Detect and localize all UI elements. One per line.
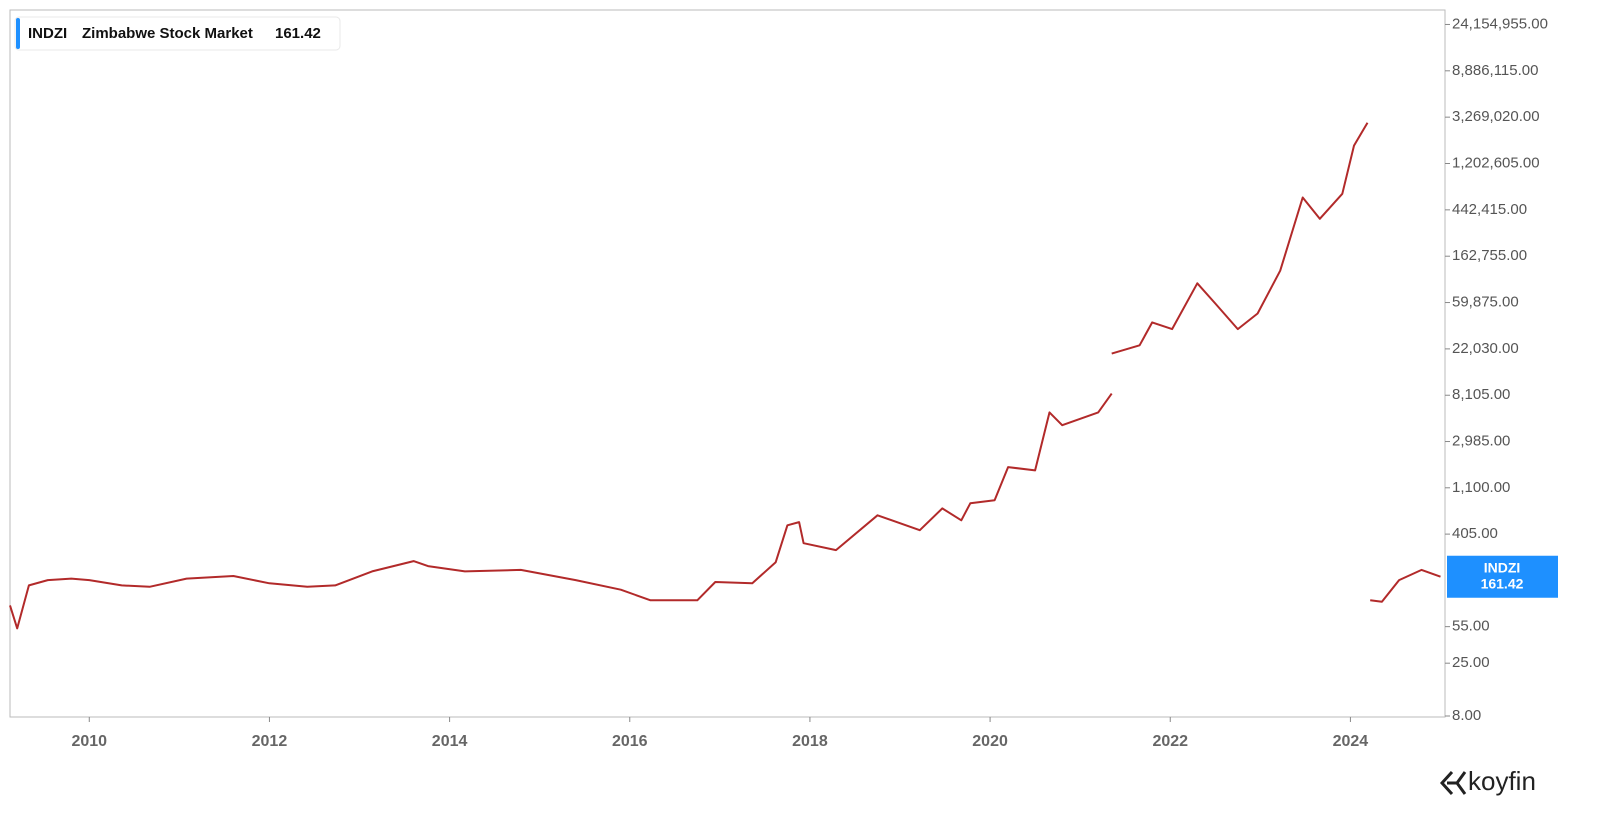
y-tick-label: 3,269,020.00	[1452, 108, 1540, 125]
y-tick-label: 24,154,955.00	[1452, 15, 1548, 32]
y-tick-label: 55.00	[1452, 618, 1490, 635]
x-tick-label: 2016	[612, 733, 648, 750]
price-line	[9, 122, 1441, 630]
axes: 8.00 25.00 55.00 405.00 1,100.00 2,985.00 8,10…	[71, 15, 1558, 750]
y-tick-label: 8.00	[1452, 707, 1481, 724]
legend-swatch	[16, 18, 20, 49]
last-value-label: 161.42	[1481, 575, 1524, 591]
y-tick-label: 405.00	[1452, 525, 1498, 542]
logo-icon	[1439, 770, 1467, 796]
y-tick-label: 22,030.00	[1452, 340, 1519, 357]
x-tick-label: 2020	[972, 733, 1008, 750]
y-tick-label: 1,202,605.00	[1452, 154, 1540, 171]
legend-description: Zimbabwe Stock Market	[82, 25, 253, 42]
last-value-box	[1447, 555, 1558, 598]
branding: koyfin	[1439, 766, 1536, 796]
x-tick-label: 2024	[1333, 733, 1369, 750]
x-tick-label: 2022	[1152, 733, 1188, 750]
legend-value: 161.42	[275, 25, 321, 42]
legend-ticker: INDZI	[28, 25, 67, 42]
x-tick-label: 2014	[432, 733, 468, 750]
y-tick-label: 1,100.00	[1452, 479, 1510, 496]
x-tick-label: 2012	[252, 733, 288, 750]
y-tick-label: 59,875.00	[1452, 294, 1519, 311]
brand-name: koyfin	[1468, 766, 1536, 796]
y-tick-label: 25.00	[1452, 654, 1490, 671]
y-tick-label: 8,886,115.00	[1452, 62, 1538, 79]
y-tick-label: 8,105.00	[1452, 386, 1510, 403]
x-tick-label: 2010	[71, 733, 107, 750]
y-tick-label: 2,985.00	[1452, 432, 1510, 449]
y-tick-label: 442,415.00	[1452, 201, 1527, 218]
last-value-ticker: INDZI	[1484, 559, 1521, 575]
y-tick-label: 162,755.00	[1452, 247, 1527, 264]
x-tick-label: 2018	[792, 733, 828, 750]
legend: INDZI Zimbabwe Stock Market 161.42	[14, 16, 341, 51]
plot	[9, 122, 1441, 630]
plot-frame	[9, 9, 1446, 718]
legend-box	[14, 16, 341, 51]
